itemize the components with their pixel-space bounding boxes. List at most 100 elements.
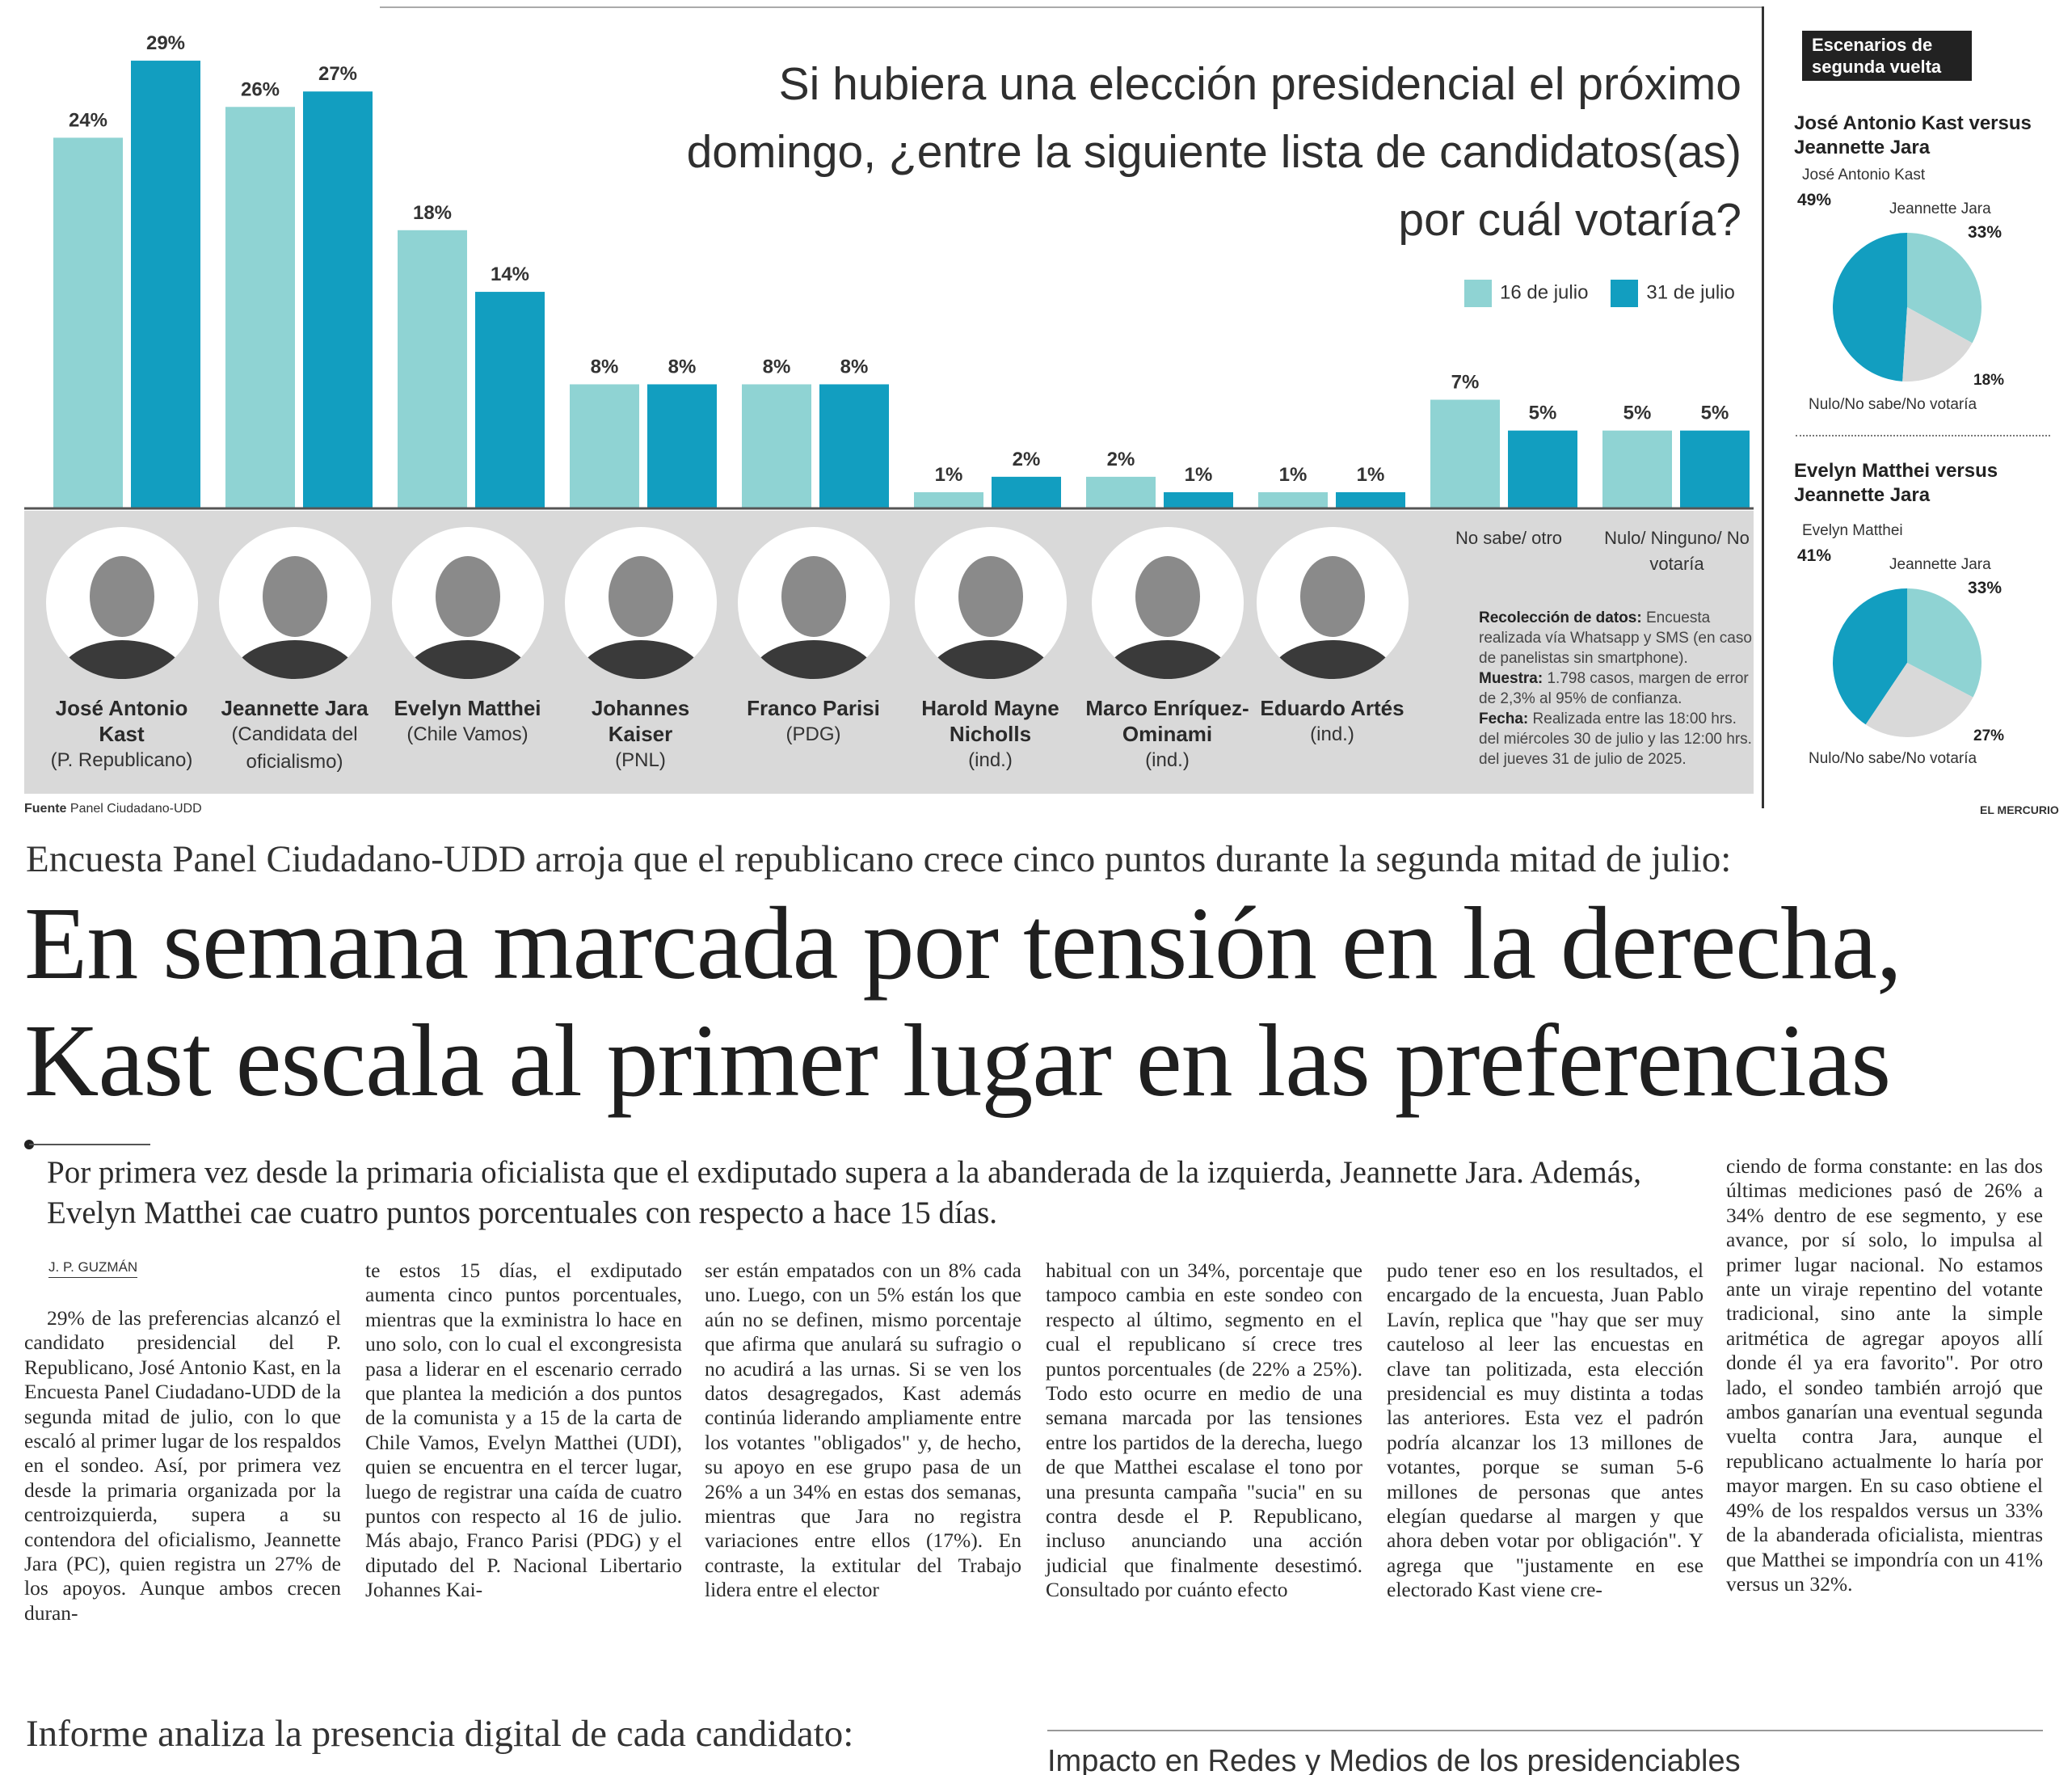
candidate-photo: [564, 527, 717, 679]
bottom-kicker: Informe analiza la presencia digital de …: [26, 1713, 854, 1755]
candidate-name: Harold Mayne Nicholls: [921, 696, 1059, 746]
candidate-artes: Eduardo Artés (ind.): [1249, 527, 1415, 748]
article-dek: Por primera vez desde la primaria oficia…: [47, 1155, 1641, 1230]
methodology-note: Recolección de datos: Encuesta realizada…: [1479, 608, 1754, 769]
scenario-2-b-value: 33%: [1968, 579, 2003, 597]
methodology-sample: Muestra: 1.798 casos, margen de error de…: [1479, 668, 1754, 709]
scenario-1-c-name: Nulo/No sabe/No votaría: [1809, 396, 1977, 413]
candidate-party: (Chile Vamos): [406, 723, 529, 745]
scenario-1-c-value: 18%: [1973, 372, 2005, 389]
article-column-1: 29% de las preferencias alcanzó el candi…: [24, 1306, 341, 1625]
legend-swatch-1: [1464, 280, 1492, 307]
methodology-date-label: Fecha:: [1479, 710, 1529, 727]
s1-slice-c: [1902, 307, 1973, 382]
bottom-right-title: Impacto en Redes y Medios de los preside…: [1047, 1744, 1741, 1775]
methodology-date: Fecha: Realizada entre las 18:00 hrs. de…: [1479, 709, 1754, 769]
bar-jul16-8: [1430, 399, 1500, 508]
bar-value-label: 8%: [840, 356, 869, 377]
article-column-6: ciendo de forma constante: en las dos úl…: [1726, 1154, 2043, 1596]
bar-jul31-4: [819, 384, 889, 508]
portrait-icon: [575, 556, 705, 679]
candidate-matthei: Evelyn Matthei (Chile Vamos): [385, 527, 550, 748]
scenario-2-a-name: Evelyn Matthei: [1802, 522, 1903, 539]
candidate-name: Marco Enríquez-Ominami: [1085, 696, 1249, 746]
portrait-body: [925, 640, 1055, 679]
bar-value-label: 2%: [1013, 449, 1041, 470]
portrait-body: [230, 640, 360, 679]
scenario-2-b-name: Jeannette Jara: [1889, 556, 1991, 573]
bar-value-label: 8%: [763, 356, 791, 377]
portrait-icon: [57, 556, 187, 679]
candidate-photo: [914, 527, 1067, 679]
legend-swatch-2: [1611, 280, 1639, 307]
candidate-photo: [1091, 527, 1244, 679]
candidate-photo: [218, 527, 371, 679]
candidate-jara: Jeannette Jara (Candidata del oficialism…: [212, 527, 377, 776]
s1-slice-a: [1833, 233, 1907, 382]
headline-line-2: Kast escala al primer lugar en las prefe…: [24, 1003, 1891, 1118]
bar-value-label: 26%: [241, 78, 280, 100]
bar-value-label: 1%: [1185, 464, 1213, 486]
chart-legend: 16 de julio 31 de julio: [1464, 280, 1735, 307]
portrait-head: [1299, 556, 1365, 637]
scenario-1-title: José Antonio Kast versus Jeannette Jara: [1794, 112, 2032, 158]
portrait-head: [608, 556, 673, 637]
article-kicker: Encuesta Panel Ciudadano-UDD arroja que …: [26, 838, 1732, 880]
portrait-body: [402, 640, 533, 679]
portrait-body: [57, 640, 187, 679]
candidate-kast: José Antonio Kast (P. Republicano): [39, 527, 204, 774]
legend-item-1: 16 de julio: [1464, 280, 1588, 307]
methodology-collection-text: Encuesta realizada vía Whatsapp y SMS (e…: [1479, 609, 1752, 667]
chart-title: Si hubiera una elección presidencial el …: [686, 58, 1741, 246]
bar-jul16-0: [53, 137, 123, 508]
portrait-body: [575, 640, 705, 679]
article-column-2: te estos 15 días, el exdiputado aumenta …: [365, 1259, 682, 1602]
bar-jul16-1: [225, 107, 295, 508]
candidate-mayne-nicholls: Harold Mayne Nicholls (ind.): [903, 527, 1077, 774]
legend-label-2: 31 de julio: [1646, 281, 1735, 304]
sidebar-divider: [1796, 435, 2050, 436]
methodology-sample-label: Muestra:: [1479, 670, 1543, 687]
bar-jul16-5: [914, 491, 983, 508]
scenario-2-c-value: 27%: [1973, 727, 2005, 744]
bar-value-label: 5%: [1623, 403, 1652, 424]
article-headline: En semana marcada por tensión en la dere…: [24, 885, 1902, 1119]
bar-value-label: 8%: [591, 356, 619, 377]
source-text: Panel Ciudadano-UDD: [69, 802, 202, 816]
bar-value-label: 14%: [491, 264, 529, 285]
chart-source: Fuente Panel Ciudadano-UDD: [24, 802, 202, 816]
bar-value-label: 1%: [935, 464, 963, 486]
article-column-4: habitual con un 34%, porcentaje que tamp…: [1046, 1259, 1362, 1602]
candidate-name: Franco Parisi: [747, 696, 880, 720]
scenario-2-c-name: Nulo/No sabe/No votaría: [1809, 750, 1977, 767]
bar-chart-svg: 24% 29% 26% 27% 18% 14% 8% 8% 8% 8% 1% 2% 2% 1% 1% 1% 7%…: [24, 32, 1754, 510]
candidate-kaiser: Johannes Kaiser (PNL): [558, 527, 723, 774]
bar-value-label: 5%: [1529, 403, 1557, 424]
candidate-name: Evelyn Matthei: [394, 696, 541, 720]
second-round-tag: Escenarios de segunda vuelta: [1802, 31, 1972, 81]
scenario-1-b-value: 33%: [1968, 223, 2003, 242]
portrait-head: [1135, 556, 1200, 637]
portrait-head: [262, 556, 327, 637]
scenario-1-b-name: Jeannette Jara: [1889, 200, 1991, 217]
scenario-1-pie: [1833, 233, 1981, 382]
candidate-party: (PNL): [615, 749, 666, 771]
methodology-date-text: Realizada entre las 18:00 hrs. del miérc…: [1479, 710, 1752, 768]
bar-value-label: 8%: [668, 356, 697, 377]
bar-jul31-7: [1336, 491, 1405, 508]
portrait-head: [435, 556, 500, 637]
candidate-party: (ind.): [1310, 723, 1354, 745]
portrait-icon: [402, 556, 533, 679]
article-column-3: ser están empatados con un 8% cada uno. …: [705, 1259, 1021, 1602]
portrait-icon: [230, 556, 360, 679]
candidate-name: José Antonio Kast: [55, 696, 188, 746]
bar-jul16-7: [1258, 491, 1328, 508]
candidate-name: Johannes Kaiser: [591, 696, 690, 746]
portrait-icon: [1267, 556, 1397, 679]
s2-slice-a: [1833, 588, 1907, 725]
bar-value-label: 24%: [69, 109, 107, 131]
methodology-sample-text: 1.798 casos, margen de error de 2,3% al …: [1479, 670, 1749, 707]
portrait-head: [958, 556, 1023, 637]
portrait-head: [781, 556, 846, 637]
candidate-photo: [737, 527, 890, 679]
